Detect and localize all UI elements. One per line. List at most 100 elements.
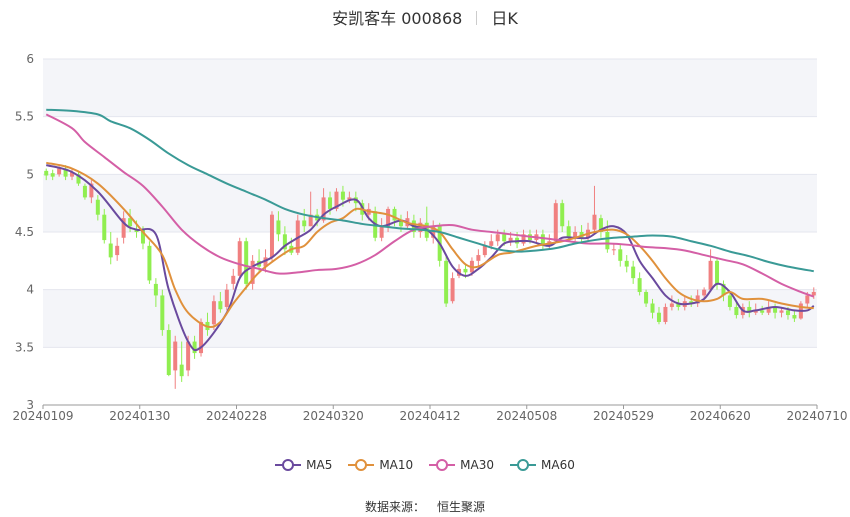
data-source: 数据来源： 恒生聚源 bbox=[0, 498, 850, 515]
candle-body bbox=[211, 301, 216, 325]
candle-body bbox=[605, 232, 610, 250]
candle-body bbox=[431, 226, 436, 238]
candle-body bbox=[773, 306, 778, 313]
candle-body bbox=[785, 310, 790, 316]
candle-body bbox=[598, 218, 603, 232]
candle-body bbox=[95, 199, 100, 215]
candle-body bbox=[708, 260, 713, 290]
x-tick-label: 20240529 bbox=[593, 409, 654, 423]
candle-body bbox=[308, 214, 313, 227]
legend: MA5 MA10 MA30 MA60 bbox=[0, 458, 850, 475]
candle-body bbox=[199, 321, 204, 354]
candle-body bbox=[63, 168, 68, 177]
candle-body bbox=[463, 268, 468, 273]
chart-title: 安凯客车 000868 日K bbox=[0, 5, 850, 29]
candle-body bbox=[50, 173, 55, 177]
candle-body bbox=[792, 315, 797, 319]
candle-body bbox=[192, 341, 197, 354]
candle-body bbox=[753, 310, 758, 313]
candle-body bbox=[663, 306, 668, 322]
candle-body bbox=[450, 278, 455, 302]
candle-body bbox=[121, 218, 126, 238]
grid-band bbox=[43, 59, 817, 117]
x-tick-label: 20240228 bbox=[206, 409, 267, 423]
legend-swatch bbox=[348, 458, 375, 472]
x-tick-label: 20240109 bbox=[12, 409, 73, 423]
y-tick-label: 4 bbox=[26, 283, 34, 297]
candle-body bbox=[689, 301, 694, 304]
candle-body bbox=[553, 203, 558, 242]
title-separator bbox=[476, 11, 478, 25]
candle-body bbox=[379, 226, 384, 238]
candle-body bbox=[276, 220, 281, 235]
y-tick-label: 4.5 bbox=[15, 225, 34, 239]
legend-label: MA30 bbox=[460, 458, 495, 472]
candle-body bbox=[702, 289, 707, 296]
source-label: 数据来源： bbox=[364, 500, 425, 514]
candle-body bbox=[186, 341, 191, 371]
candle-body bbox=[669, 303, 674, 307]
candle-body bbox=[179, 364, 184, 377]
candle-body bbox=[618, 249, 623, 261]
source-value: 恒生聚源 bbox=[437, 500, 486, 514]
candle-body bbox=[153, 283, 158, 296]
candle-body bbox=[263, 257, 268, 267]
y-tick-label: 5 bbox=[26, 167, 34, 181]
candle-body bbox=[108, 243, 113, 258]
candle-body bbox=[347, 197, 352, 200]
candle-body bbox=[631, 266, 636, 279]
candle-body bbox=[734, 306, 739, 316]
candle-body bbox=[521, 234, 526, 244]
candle-body bbox=[321, 197, 326, 221]
legend-swatch bbox=[429, 458, 456, 472]
y-tick-label: 6 bbox=[26, 52, 34, 66]
legend-swatch bbox=[275, 458, 302, 472]
series-line-ma10 bbox=[46, 161, 814, 329]
candle-body bbox=[237, 241, 242, 276]
legend-item-ma60[interactable]: MA60 bbox=[510, 458, 575, 472]
candle-body bbox=[721, 283, 726, 296]
candle-body bbox=[244, 241, 249, 284]
x-tick-label: 20240130 bbox=[109, 409, 170, 423]
candle-body bbox=[386, 208, 391, 227]
candle-body bbox=[70, 172, 75, 177]
candle-body bbox=[250, 260, 255, 284]
candle-body bbox=[57, 168, 62, 175]
stock-name-code: 安凯客车 000868 bbox=[332, 9, 463, 28]
candle-body bbox=[82, 185, 87, 198]
candle-body bbox=[334, 191, 339, 209]
candle-body bbox=[76, 174, 81, 184]
y-tick-label: 3 bbox=[26, 398, 34, 412]
candle-body bbox=[328, 197, 333, 209]
x-tick-label: 20240710 bbox=[786, 409, 847, 423]
candle-body bbox=[805, 295, 810, 304]
candle-body bbox=[715, 260, 720, 284]
candle-body bbox=[44, 170, 49, 176]
candle-body bbox=[147, 245, 152, 281]
x-tick-label: 20240508 bbox=[496, 409, 557, 423]
legend-item-ma30[interactable]: MA30 bbox=[429, 458, 494, 472]
candle-body bbox=[392, 208, 397, 221]
legend-item-ma10[interactable]: MA10 bbox=[348, 458, 413, 472]
candle-body bbox=[89, 183, 94, 198]
candle-body bbox=[218, 301, 223, 310]
candle-body bbox=[160, 295, 165, 331]
candle-body bbox=[340, 191, 345, 200]
candle-body bbox=[282, 234, 287, 250]
y-tick-label: 5.5 bbox=[15, 110, 34, 124]
legend-item-ma5[interactable]: MA5 bbox=[275, 458, 332, 472]
series-line-ma30 bbox=[45, 113, 815, 298]
x-tick-label: 20240620 bbox=[690, 409, 751, 423]
candle-body bbox=[476, 255, 481, 261]
y-tick-label: 3.5 bbox=[15, 340, 34, 354]
legend-label: MA60 bbox=[541, 458, 575, 472]
candle-body bbox=[128, 218, 133, 227]
candle-body bbox=[624, 260, 629, 267]
candle-body bbox=[482, 245, 487, 256]
candle-body bbox=[502, 234, 507, 242]
candle-body bbox=[444, 260, 449, 304]
series-line-ma5 bbox=[45, 164, 815, 352]
grid-band bbox=[43, 289, 817, 348]
candle-body bbox=[115, 245, 120, 256]
candle-body bbox=[540, 234, 545, 246]
